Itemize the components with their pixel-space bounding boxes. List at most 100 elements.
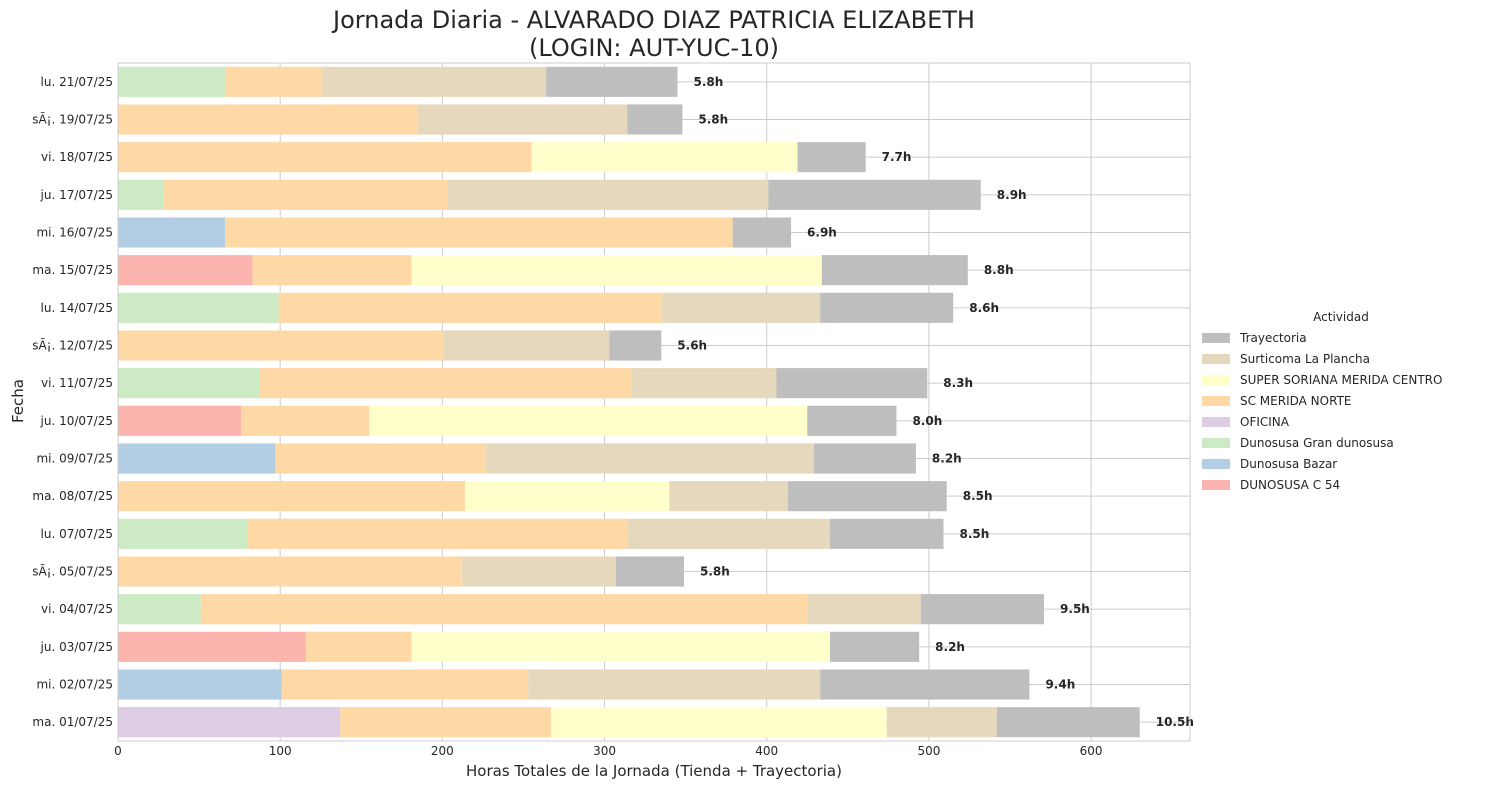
bar-segment [776, 368, 928, 399]
bar-total-label: 8.5h [959, 527, 989, 541]
bar-total-label: 8.2h [932, 452, 962, 466]
bar-total-label: 7.7h [882, 150, 912, 164]
bar-segment [807, 405, 897, 436]
bar-total-label: 5.8h [700, 565, 730, 579]
legend-item: SUPER SORIANA MERIDA CENTRO [1198, 369, 1484, 390]
bar-segment [118, 669, 282, 700]
legend-swatch [1202, 395, 1230, 406]
legend-swatch [1202, 416, 1230, 427]
legend-swatch [1202, 458, 1230, 469]
bar-segment [200, 594, 808, 625]
bar-segment [486, 443, 814, 474]
bar-total-label: 8.8h [984, 263, 1014, 277]
bar-total-label: 8.6h [969, 301, 999, 315]
x-tick-label: 100 [269, 744, 292, 758]
legend-item: SC MERIDA NORTE [1198, 390, 1484, 411]
bar-total-label: 8.5h [963, 489, 993, 503]
x-tick-label: 0 [114, 744, 122, 758]
legend-item: Trayectoria [1198, 327, 1484, 348]
bar-segment [247, 518, 628, 549]
bar-segment [821, 255, 968, 286]
bar-segment [225, 217, 733, 248]
y-tick-label: ju. 03/07/25 [40, 640, 113, 654]
bar-segment [661, 292, 821, 323]
bar-segment [118, 66, 226, 97]
bar-segment [813, 443, 916, 474]
bar-total-label: 10.5h [1156, 715, 1194, 729]
bar-segment [418, 104, 628, 135]
bar-segment [546, 66, 678, 97]
bar-segment [807, 594, 921, 625]
bar-segment [340, 707, 552, 738]
plot-area [118, 63, 1190, 741]
bar-total-label: 8.9h [997, 188, 1027, 202]
bar-segment [820, 669, 1030, 700]
bar-segment [118, 631, 307, 662]
legend-swatch [1202, 332, 1230, 343]
legend-item: OFICINA [1198, 411, 1484, 432]
plot-frame [117, 62, 1191, 742]
x-tick-label: 600 [1080, 744, 1103, 758]
bar-segment [118, 707, 341, 738]
bar-segment [669, 481, 788, 512]
bar-total-label: 8.0h [912, 414, 942, 428]
x-tick-label: 200 [431, 744, 454, 758]
bar-segment [118, 142, 532, 173]
bar-segment [118, 443, 276, 474]
bar-segment [732, 217, 792, 248]
bar-segment [118, 556, 462, 587]
chart-title-line-1: Jornada Diaria - ALVARADO DIAZ PATRICIA … [333, 6, 975, 34]
legend-swatch [1202, 374, 1230, 385]
legend-label: SUPER SORIANA MERIDA CENTRO [1240, 372, 1443, 387]
bar-segment [443, 330, 610, 361]
x-tick-label: 500 [917, 744, 940, 758]
y-tick-label: sÃ¡. 19/07/25 [32, 112, 113, 127]
bar-segment [411, 631, 830, 662]
legend-title: Actividad [1313, 310, 1369, 324]
y-axis-label: Fecha [9, 379, 27, 423]
bar-total-label: 8.2h [935, 640, 965, 654]
y-tick-label: vi. 18/07/25 [41, 150, 113, 164]
legend-label: Dunosusa Bazar [1240, 456, 1338, 471]
bar-segment [118, 179, 164, 210]
bar-segment [528, 669, 821, 700]
bar-segment [461, 556, 616, 587]
bar-total-label: 9.5h [1060, 602, 1090, 616]
chart-title-line-2: (LOGIN: AUT-YUC-10) [529, 34, 779, 62]
legend-item: Dunosusa Gran dunosusa [1198, 432, 1484, 453]
legend-swatch [1202, 437, 1230, 448]
bar-segment [447, 179, 769, 210]
y-tick-label: sÃ¡. 12/07/25 [32, 338, 113, 353]
bar-total-label: 6.9h [807, 226, 837, 240]
legend-swatch [1202, 479, 1230, 490]
bar-segment [632, 368, 777, 399]
bar-segment [118, 594, 201, 625]
bar-segment [118, 292, 279, 323]
y-tick-label: ma. 15/07/25 [32, 263, 113, 277]
bar-segment [225, 66, 323, 97]
bar-total-label: 5.6h [677, 339, 707, 353]
y-tick-label: mi. 02/07/25 [36, 678, 113, 692]
legend-item: Dunosusa Bazar [1198, 453, 1484, 474]
bar-segment [551, 707, 887, 738]
bar-segment [829, 518, 944, 549]
y-tick-label: ju. 10/07/25 [40, 414, 113, 428]
bar-segment [322, 66, 547, 97]
bar-segment [997, 707, 1140, 738]
bar-segment [118, 405, 242, 436]
bar-segment [768, 179, 981, 210]
bar-segment [627, 104, 683, 135]
y-tick-label: vi. 04/07/25 [41, 602, 113, 616]
bar-segment [259, 368, 633, 399]
legend-label: OFICINA [1240, 414, 1289, 429]
bar-segment [241, 405, 370, 436]
legend: Actividad Trayectoria Surticoma La Planch… [1198, 307, 1484, 495]
bar-segment [118, 518, 248, 549]
legend-item: DUNOSUSA C 54 [1198, 474, 1484, 495]
legend-label: SC MERIDA NORTE [1240, 393, 1352, 408]
bar-segment [281, 669, 529, 700]
bar-segment [797, 142, 866, 173]
y-tick-label: lu. 21/07/25 [41, 75, 113, 89]
legend-swatch [1202, 353, 1230, 364]
